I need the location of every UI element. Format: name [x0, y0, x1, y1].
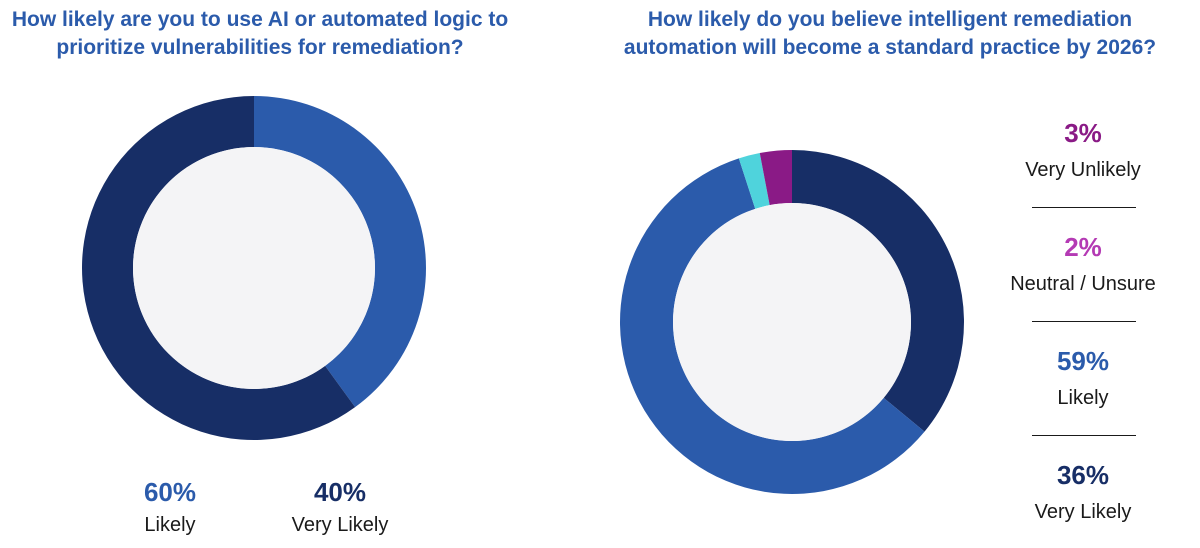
- chart2-slice-very-likely: [792, 150, 964, 432]
- chart2-legend-separator: [1032, 207, 1136, 208]
- chart2-donut-center: [673, 203, 911, 441]
- chart1-donut-center: [133, 147, 375, 389]
- chart2-legend-label-likely: Likely: [1057, 387, 1109, 409]
- chart1-legend-label-very-likely: Very Likely: [291, 514, 389, 536]
- chart2-slice-very-unlikely: [759, 150, 792, 206]
- chart1-slice-likely: [254, 96, 426, 408]
- chart2-legend-separator: [1032, 321, 1136, 322]
- chart2-legend-pct-very-unlikely: 3%: [1064, 118, 1102, 148]
- chart2-title: How likely do you believe intelligent re…: [623, 8, 1157, 59]
- chart2-legend-label-very-likely: Very Likely: [1034, 501, 1132, 523]
- chart2-legend-label-neutral: Neutral / Unsure: [1010, 273, 1156, 295]
- chart1-legend-label-likely: Likely: [144, 514, 196, 536]
- chart1-legend-pct-likely: 60%: [143, 477, 197, 507]
- chart2-legend-pct-neutral: 2%: [1064, 232, 1102, 262]
- chart2-slice-likely: [620, 158, 925, 494]
- chart2-legend-separator: [1032, 435, 1136, 436]
- chart2-slice-neutral-unsure: [738, 153, 770, 209]
- chart2-legend-label-very-unlikely: Very Unlikely: [1025, 159, 1141, 181]
- chart1-title: How likely are you to use AI or automate…: [11, 8, 509, 59]
- chart2-legend-pct-very-likely: 36%: [1056, 460, 1110, 490]
- chart1-legend-pct-very-likely: 40%: [313, 477, 367, 507]
- chart1-slice-very-likely: [81, 96, 356, 441]
- chart2-legend-pct-likely: 59%: [1056, 346, 1110, 376]
